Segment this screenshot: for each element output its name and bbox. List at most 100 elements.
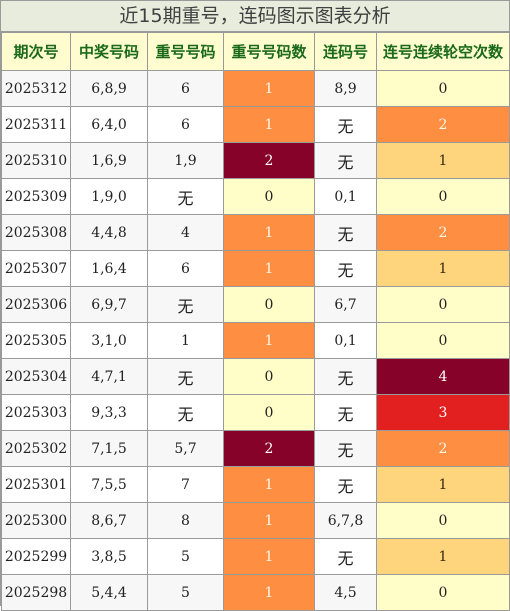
repeat-cell: 无 xyxy=(147,178,224,215)
repeat-count-cell: 1 xyxy=(223,106,315,143)
consecutive-cell: 无 xyxy=(314,430,377,467)
repeat-cell: 无 xyxy=(147,394,224,431)
skip-count-cell: 1 xyxy=(376,538,510,575)
skip-count-cell: 0 xyxy=(376,502,510,539)
repeat-cell: 6 xyxy=(147,106,224,143)
table-row: 2025309 1,9,0 无 0 0,1 0 xyxy=(1,178,510,215)
column-header-numbers: 中奖号码 xyxy=(70,32,148,71)
repeat-cell: 6 xyxy=(147,70,224,107)
numbers-cell: 7,1,5 xyxy=(70,430,148,467)
repeat-cell: 8 xyxy=(147,502,224,539)
repeat-count-cell: 1 xyxy=(223,466,315,503)
column-header-skip-count: 连号连续轮空次数 xyxy=(376,32,510,71)
issue-cell: 2025306 xyxy=(1,286,71,323)
consecutive-cell: 6,7,8 xyxy=(314,502,377,539)
repeat-cell: 1 xyxy=(147,322,224,359)
repeat-count-cell: 1 xyxy=(223,538,315,575)
repeat-count-cell: 0 xyxy=(223,286,315,323)
repeat-cell: 5 xyxy=(147,538,224,575)
issue-cell: 2025305 xyxy=(1,322,71,359)
repeat-count-cell: 1 xyxy=(223,322,315,359)
skip-count-cell: 2 xyxy=(376,430,510,467)
numbers-cell: 5,4,4 xyxy=(70,574,148,611)
skip-count-cell: 1 xyxy=(376,250,510,287)
consecutive-cell: 无 xyxy=(314,106,377,143)
column-header-repeat: 重号号码 xyxy=(147,32,224,71)
issue-cell: 2025310 xyxy=(1,142,71,179)
table-row: 2025300 8,6,7 8 1 6,7,8 0 xyxy=(1,502,510,539)
skip-count-cell: 0 xyxy=(376,322,510,359)
repeat-cell: 无 xyxy=(147,358,224,395)
repeat-cell: 5,7 xyxy=(147,430,224,467)
table-row: 2025312 6,8,9 6 1 8,9 0 xyxy=(1,70,510,107)
skip-count-cell: 3 xyxy=(376,394,510,431)
table-row: 2025304 4,7,1 无 0 无 4 xyxy=(1,358,510,395)
issue-cell: 2025301 xyxy=(1,466,71,503)
repeat-cell: 6 xyxy=(147,250,224,287)
repeat-count-cell: 1 xyxy=(223,250,315,287)
skip-count-cell: 1 xyxy=(376,466,510,503)
table-row: 2025310 1,6,9 1,9 2 无 1 xyxy=(1,142,510,179)
issue-cell: 2025303 xyxy=(1,394,71,431)
skip-count-cell: 2 xyxy=(376,214,510,251)
numbers-cell: 4,4,8 xyxy=(70,214,148,251)
numbers-cell: 1,6,9 xyxy=(70,142,148,179)
repeat-count-cell: 1 xyxy=(223,502,315,539)
table-row: 2025307 1,6,4 6 1 无 1 xyxy=(1,250,510,287)
numbers-cell: 6,4,0 xyxy=(70,106,148,143)
column-header-issue: 期次号 xyxy=(1,32,71,71)
repeat-count-cell: 2 xyxy=(223,142,315,179)
consecutive-cell: 0,1 xyxy=(314,322,377,359)
table-header-row: 期次号 中奖号码 重号号码 重号号码数 连码号 连号连续轮空次数 xyxy=(1,32,510,71)
consecutive-cell: 无 xyxy=(314,538,377,575)
skip-count-cell: 4 xyxy=(376,358,510,395)
consecutive-cell: 无 xyxy=(314,250,377,287)
table-row: 2025305 3,1,0 1 1 0,1 0 xyxy=(1,322,510,359)
repeat-cell: 无 xyxy=(147,286,224,323)
skip-count-cell: 2 xyxy=(376,106,510,143)
lottery-analysis-table: 期次号 中奖号码 重号号码 重号号码数 连码号 连号连续轮空次数 2025312… xyxy=(1,32,510,611)
issue-cell: 2025311 xyxy=(1,106,71,143)
repeat-cell: 7 xyxy=(147,466,224,503)
table-row: 2025299 3,8,5 5 1 无 1 xyxy=(1,538,510,575)
repeat-count-cell: 0 xyxy=(223,178,315,215)
table-row: 2025311 6,4,0 6 1 无 2 xyxy=(1,106,510,143)
numbers-cell: 1,6,4 xyxy=(70,250,148,287)
skip-count-cell: 0 xyxy=(376,178,510,215)
repeat-count-cell: 0 xyxy=(223,394,315,431)
table-row: 2025302 7,1,5 5,7 2 无 2 xyxy=(1,430,510,467)
skip-count-cell: 0 xyxy=(376,286,510,323)
issue-cell: 2025308 xyxy=(1,214,71,251)
page-title: 近15期重号，连码图示图表分析 xyxy=(1,1,509,32)
issue-cell: 2025298 xyxy=(1,574,71,611)
issue-cell: 2025302 xyxy=(1,430,71,467)
numbers-cell: 3,1,0 xyxy=(70,322,148,359)
consecutive-cell: 8,9 xyxy=(314,70,377,107)
column-header-consecutive: 连码号 xyxy=(314,32,377,71)
consecutive-cell: 无 xyxy=(314,358,377,395)
repeat-count-cell: 0 xyxy=(223,358,315,395)
numbers-cell: 9,3,3 xyxy=(70,394,148,431)
issue-cell: 2025304 xyxy=(1,358,71,395)
numbers-cell: 7,5,5 xyxy=(70,466,148,503)
issue-cell: 2025299 xyxy=(1,538,71,575)
numbers-cell: 6,9,7 xyxy=(70,286,148,323)
table-row: 2025303 9,3,3 无 0 无 3 xyxy=(1,394,510,431)
numbers-cell: 1,9,0 xyxy=(70,178,148,215)
table-row: 2025298 5,4,4 5 1 4,5 0 xyxy=(1,574,510,611)
table-row: 2025301 7,5,5 7 1 无 1 xyxy=(1,466,510,503)
repeat-count-cell: 1 xyxy=(223,214,315,251)
issue-cell: 2025307 xyxy=(1,250,71,287)
consecutive-cell: 4,5 xyxy=(314,574,377,611)
numbers-cell: 6,8,9 xyxy=(70,70,148,107)
repeat-cell: 4 xyxy=(147,214,224,251)
consecutive-cell: 无 xyxy=(314,214,377,251)
repeat-count-cell: 2 xyxy=(223,430,315,467)
consecutive-cell: 无 xyxy=(314,394,377,431)
issue-cell: 2025300 xyxy=(1,502,71,539)
consecutive-cell: 无 xyxy=(314,466,377,503)
column-header-repeat-count: 重号号码数 xyxy=(223,32,315,71)
skip-count-cell: 1 xyxy=(376,142,510,179)
consecutive-cell: 无 xyxy=(314,142,377,179)
